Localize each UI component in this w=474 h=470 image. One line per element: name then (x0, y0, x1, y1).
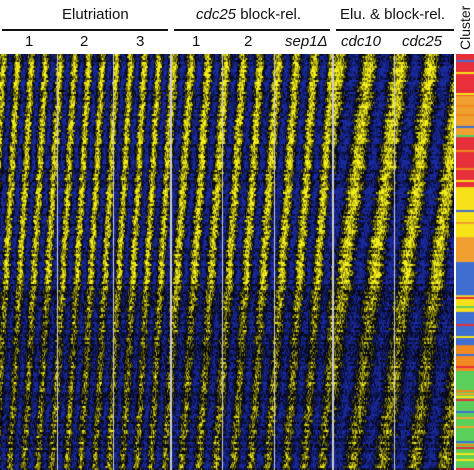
cluster-axis-label: Cluster (457, 0, 474, 52)
group-title-cdc25-rest: block-rel. (236, 6, 302, 23)
sub-label-elutriation-3: 3 (136, 33, 145, 50)
group-rule-elutriation (2, 29, 168, 31)
group-title-cdc25-block-release: cdc25 block-rel. (196, 6, 301, 23)
cluster-axis-label-text: Cluster (457, 5, 473, 50)
group-title-cdc25-italic: cdc25 (196, 6, 237, 23)
sub-label-elutriation-2: 2 (80, 33, 89, 50)
group-rule-elu-block (336, 29, 454, 31)
sub-label-sep1-delta: sep1Δ (285, 33, 328, 50)
group-rule-cdc25 (174, 29, 330, 31)
sub-label-cdc25-1: 1 (192, 33, 201, 50)
expression-heatmap (0, 54, 454, 470)
group-title-elu-block-release: Elu. & block-rel. (340, 6, 445, 23)
sub-label-cdc25-2: 2 (244, 33, 253, 50)
group-title-elutriation-text: Elutriation (62, 6, 129, 23)
sub-label-elutriation-1: 1 (25, 33, 34, 50)
sub-label-cdc10: cdc10 (341, 33, 382, 50)
sub-label-cdc25: cdc25 (402, 33, 443, 50)
cluster-color-bar (456, 54, 474, 470)
group-title-elu-block-release-text: Elu. & block-rel. (340, 6, 446, 23)
group-title-elutriation: Elutriation (62, 6, 129, 23)
